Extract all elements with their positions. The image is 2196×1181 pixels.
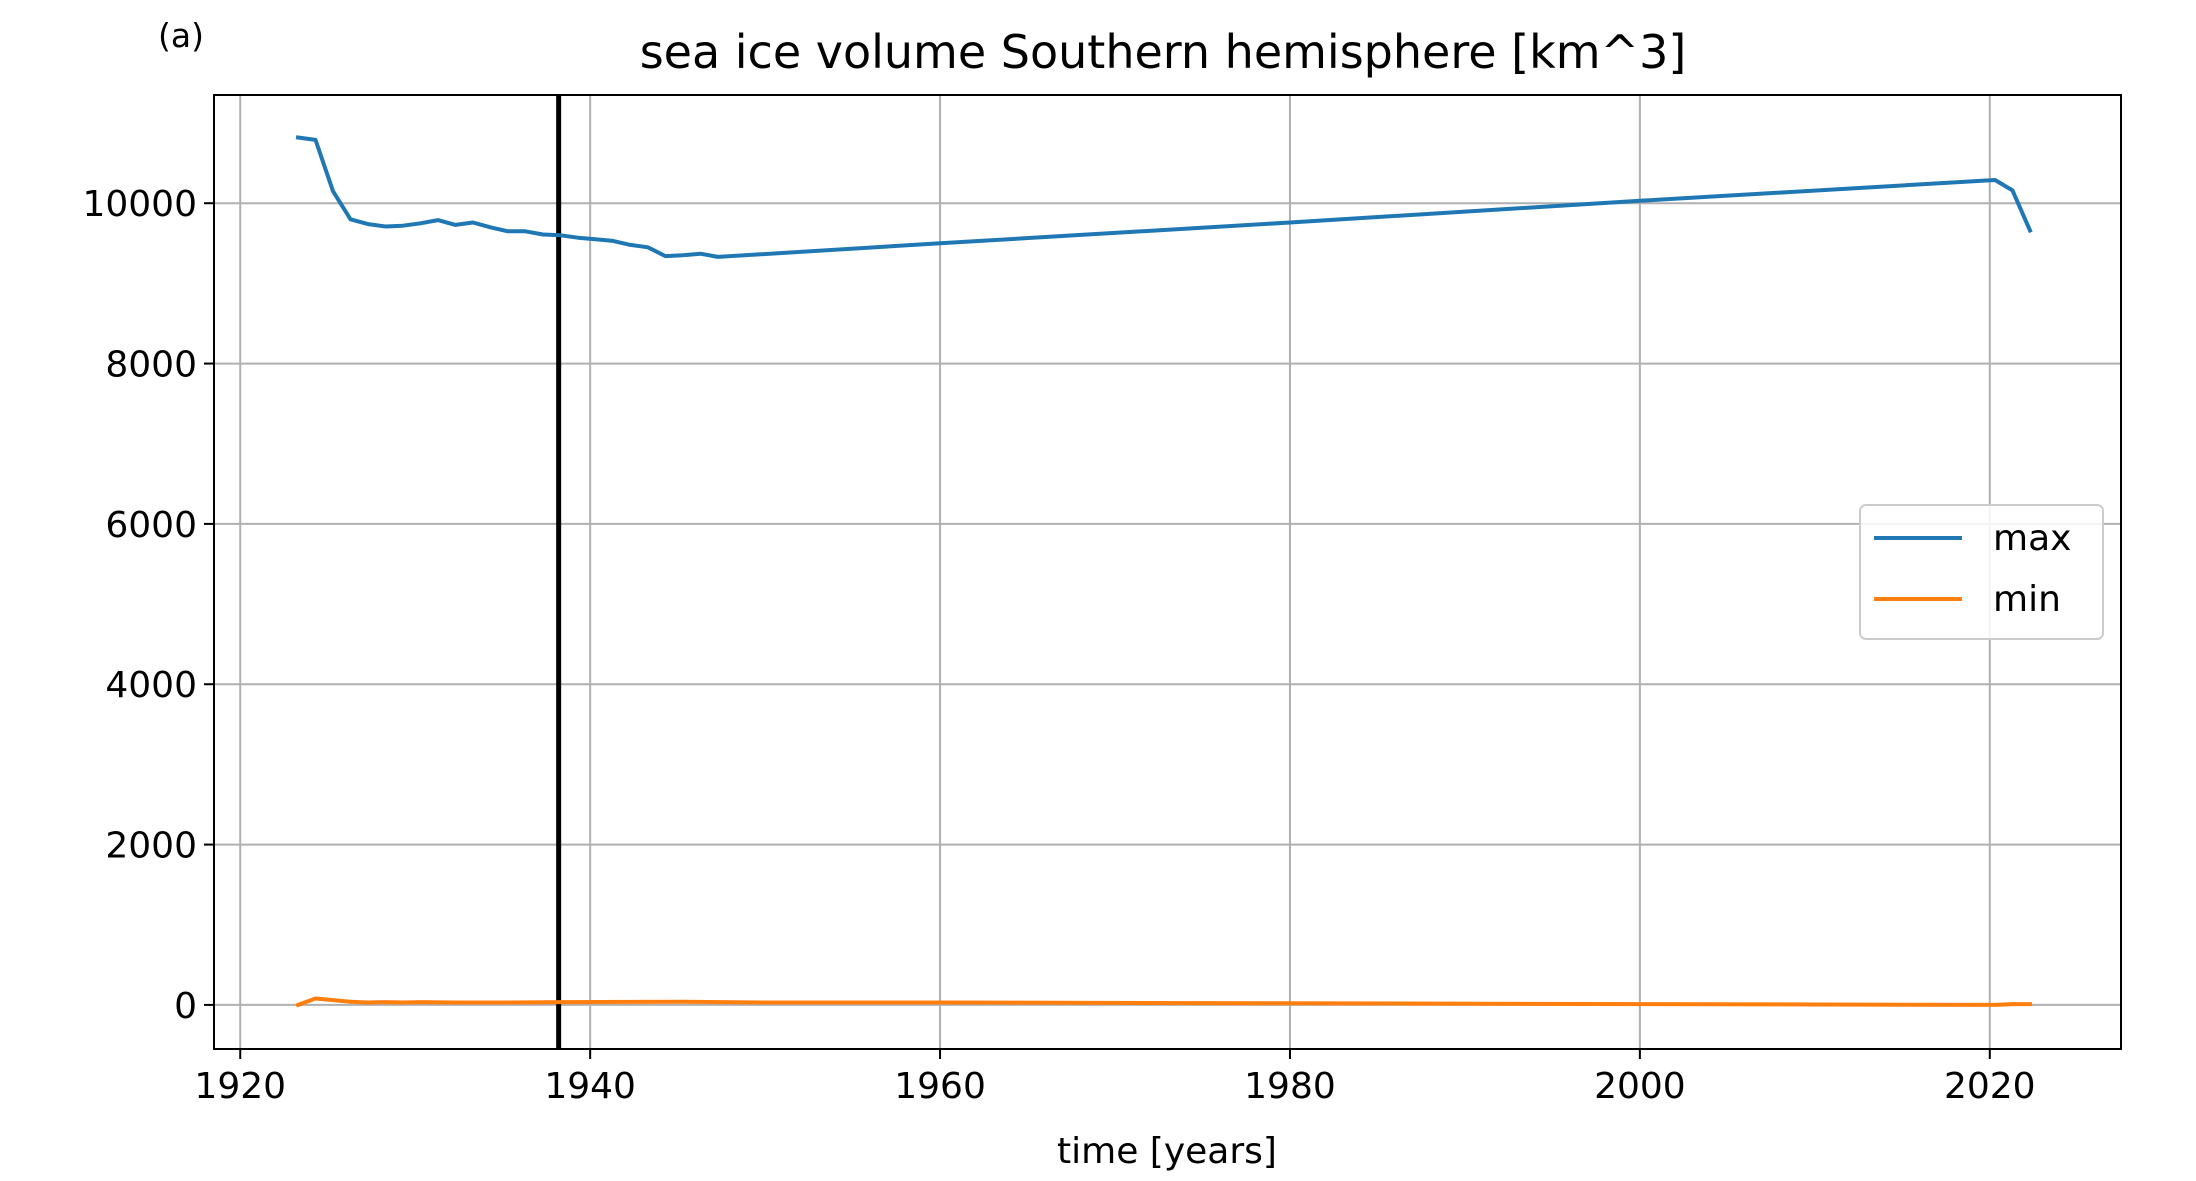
y-tick-label: 6000 (105, 505, 197, 546)
y-tick-label: 10000 (82, 184, 197, 225)
y-tick-label: 8000 (105, 345, 197, 386)
y-tick-label: 2000 (105, 826, 197, 867)
series-line-max (295, 135, 2033, 259)
legend: max min (1859, 504, 2104, 640)
plot-frame (213, 94, 2122, 1050)
panel-label: (a) (158, 16, 204, 55)
series-line-min (295, 996, 2032, 1008)
legend-label-max: max (1993, 518, 2071, 559)
x-tick-label: 1960 (894, 1066, 986, 1107)
axis-ticks: 1920 1940 1960 1980 2000 2020 0 2000 4000 6000 800… (82, 184, 2035, 1107)
x-tick-label: 2000 (1594, 1066, 1686, 1107)
y-tick-label: 0 (174, 986, 197, 1027)
y-tick-label: 4000 (105, 665, 197, 706)
x-tick-label: 2020 (1944, 1066, 2036, 1107)
legend-label-min: min (1993, 579, 2061, 620)
chart-title: sea ice volume Southern hemisphere [km^3… (640, 25, 1687, 79)
x-tick-label: 1940 (544, 1066, 636, 1107)
x-tick-label: 1920 (194, 1066, 286, 1107)
series-lines (295, 135, 2033, 1008)
grid (214, 95, 2121, 1049)
x-tick-label: 1980 (1244, 1066, 1336, 1107)
x-axis-label: time [years] (1057, 1131, 1277, 1172)
